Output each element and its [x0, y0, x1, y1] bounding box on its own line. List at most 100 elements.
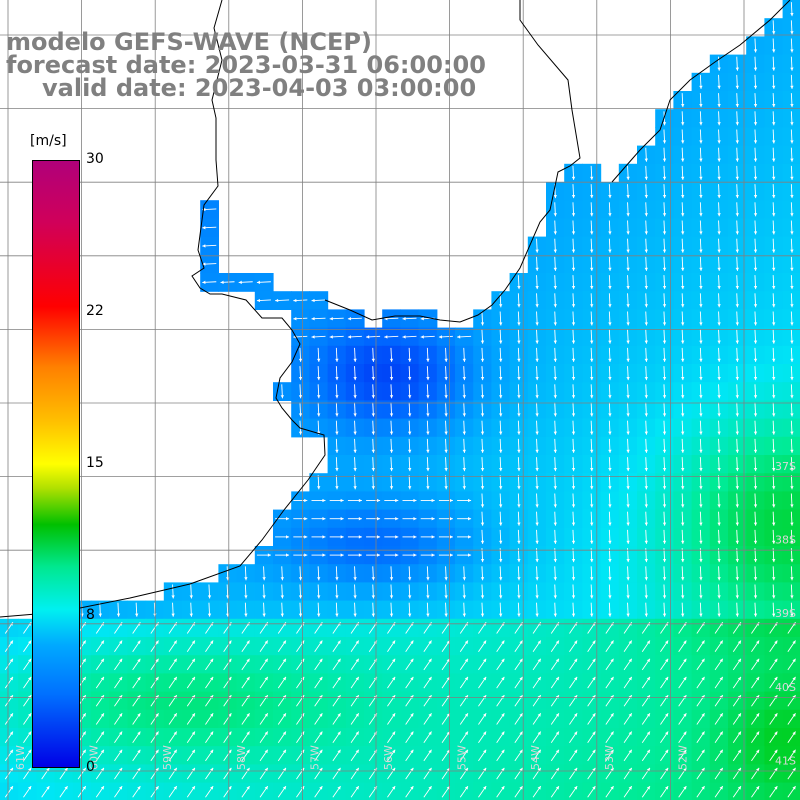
wind-arrow: [98, 602, 102, 617]
lon-label: 58W: [235, 745, 248, 770]
wind-arrow: [480, 347, 485, 362]
wind-arrow: [790, 511, 794, 526]
wind-arrow: [717, 111, 721, 126]
wind-arrow: [590, 493, 594, 508]
wind-arrow: [553, 584, 557, 599]
wind-arrow: [95, 713, 105, 725]
wind-arrow: [735, 111, 739, 126]
wind-arrow: [787, 749, 796, 762]
wind-arrow: [772, 475, 776, 490]
wind-arrow: [590, 420, 594, 435]
wind-arrow: [314, 767, 323, 780]
wind-arrow: [699, 238, 703, 253]
wind-arrow: [41, 785, 50, 798]
wind-arrow: [350, 749, 360, 762]
wind-arrow: [571, 493, 576, 508]
wind-arrow: [753, 566, 758, 581]
wind-arrow: [366, 517, 381, 521]
wind-arrow: [277, 749, 287, 762]
wind-arrow: [438, 335, 453, 339]
wind-arrow: [769, 749, 778, 762]
wind-arrow: [790, 184, 794, 199]
wind-arrow: [168, 640, 178, 652]
wind-arrow: [387, 713, 396, 725]
lon-label: 52W: [676, 745, 689, 770]
wind-arrow: [532, 785, 542, 798]
wind-arrow: [462, 420, 466, 435]
wind-arrow: [717, 256, 721, 271]
wind-arrow: [753, 238, 758, 253]
wind-arrow: [772, 511, 776, 526]
wind-arrow: [405, 713, 414, 725]
wind-arrow: [753, 347, 758, 362]
wind-arrow: [23, 713, 32, 725]
wind-arrow: [790, 56, 794, 71]
wind-arrow: [332, 749, 341, 762]
wind-arrow: [444, 347, 448, 362]
wind-arrow: [168, 658, 178, 671]
wind-arrow: [641, 658, 651, 671]
wind-arrow: [298, 584, 303, 599]
wind-arrow: [371, 366, 375, 381]
wind-arrow: [571, 238, 576, 253]
wind-arrow: [420, 553, 435, 557]
wind-arrow: [389, 384, 394, 399]
wind-arrow: [314, 713, 323, 725]
wind-arrow: [644, 602, 648, 617]
wind-arrow: [605, 749, 614, 762]
wind-arrow: [732, 749, 742, 762]
wind-arrow: [587, 676, 596, 689]
wind-arrow: [371, 584, 375, 599]
wind-arrow: [590, 184, 594, 199]
wind-arrow: [347, 535, 362, 539]
wind-arrow: [772, 20, 776, 35]
wind-arrow: [571, 220, 576, 235]
wind-arrow: [626, 202, 630, 217]
wind-arrow: [608, 366, 612, 381]
wind-arrow: [605, 713, 614, 725]
wind-arrow: [387, 749, 396, 762]
lon-label: 56W: [382, 745, 395, 770]
wind-arrow: [168, 749, 178, 762]
wind-arrow: [353, 584, 357, 599]
wind-arrow: [681, 402, 685, 417]
wind-arrow: [732, 713, 742, 725]
wind-arrow: [298, 347, 303, 362]
wind-arrow: [168, 767, 178, 780]
wind-arrow: [517, 529, 521, 544]
wind-arrow: [571, 584, 576, 599]
wind-arrow: [293, 298, 308, 303]
wind-arrow: [717, 420, 721, 435]
wind-arrow: [590, 475, 594, 490]
wind-arrow: [496, 640, 505, 652]
wind-arrow: [23, 640, 32, 652]
wind-arrow: [259, 658, 269, 671]
wind-arrow: [420, 517, 435, 521]
wind-arrow: [23, 749, 32, 762]
wind-arrow: [262, 566, 266, 581]
wind-arrow: [408, 366, 412, 381]
wind-arrow: [480, 329, 485, 344]
wind-arrow: [371, 402, 375, 417]
wind-arrow: [132, 767, 141, 780]
wind-arrow: [735, 256, 739, 271]
wind-arrow: [681, 529, 685, 544]
wind-arrow: [535, 329, 539, 344]
wind-arrow: [332, 640, 341, 652]
wind-arrow: [608, 220, 612, 235]
speed-cell: [782, 782, 800, 800]
wind-arrow: [457, 517, 472, 521]
wind-arrow: [317, 402, 321, 417]
wind-arrow: [590, 165, 594, 180]
wind-arrow: [186, 785, 196, 798]
wind-arrow: [644, 275, 648, 290]
wind-arrow: [608, 402, 612, 417]
wind-arrow: [626, 529, 630, 544]
wind-arrow: [751, 785, 760, 798]
wind-arrow: [735, 420, 739, 435]
wind-arrow: [644, 566, 648, 581]
wind-arrow: [571, 438, 576, 453]
wind-arrow: [514, 658, 523, 671]
wind-arrow: [626, 584, 630, 599]
wind-arrow: [441, 676, 451, 689]
